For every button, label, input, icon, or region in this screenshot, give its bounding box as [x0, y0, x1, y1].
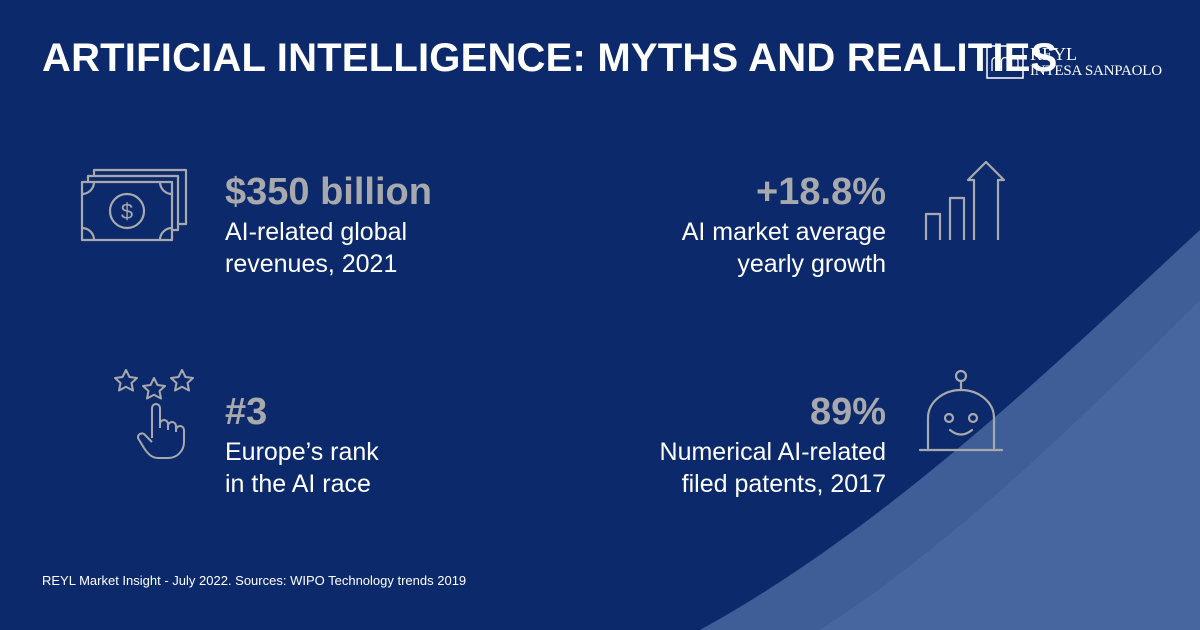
stars-rating-hand-icon	[114, 369, 194, 459]
stat-description-line2: in the AI race	[225, 470, 371, 498]
stat-description-line1: Numerical AI-related	[659, 438, 886, 466]
stat-value: $350 billion	[225, 171, 432, 213]
stat-description-line1: AI-related global	[225, 218, 408, 246]
stat-revenue: $350 billion AI-related global revenues,…	[225, 172, 432, 280]
stat-value: #3	[225, 391, 268, 433]
growth-chart-icon	[924, 160, 1006, 240]
stat-description-line2: yearly growth	[737, 250, 886, 278]
logo-text-intesa: INTESA SANPAOLO	[1030, 63, 1162, 79]
stat-value: 89%	[809, 391, 886, 433]
footer-source-note: REYL Market Insight - July 2022. Sources…	[42, 573, 467, 588]
stat-description-line1: AI market average	[681, 218, 886, 246]
stat-description-line2: revenues, 2021	[225, 250, 398, 278]
svg-text:$: $	[121, 199, 133, 224]
stat-growth: +18.8% AI market average yearly growth	[560, 172, 886, 280]
stat-patents: 89% Numerical AI-related filed patents, …	[560, 392, 886, 500]
stat-description-line2: filed patents, 2017	[681, 470, 886, 498]
robot-icon	[918, 369, 1004, 452]
stat-description-line1: Europe’s rank	[225, 438, 379, 466]
page-title: ARTIFICIAL INTELLIGENCE: MYTHS AND REALI…	[42, 36, 1058, 80]
brand-logo: REYL INTESA SANPAOLO	[986, 45, 1176, 85]
stat-value: +18.8%	[756, 171, 886, 213]
stat-europe-rank: #3 Europe’s rank in the AI race	[225, 392, 379, 500]
logo-arches-icon	[986, 45, 1024, 79]
logo-text-reyl: REYL	[1030, 44, 1077, 64]
money-bill-icon: $	[80, 168, 188, 242]
